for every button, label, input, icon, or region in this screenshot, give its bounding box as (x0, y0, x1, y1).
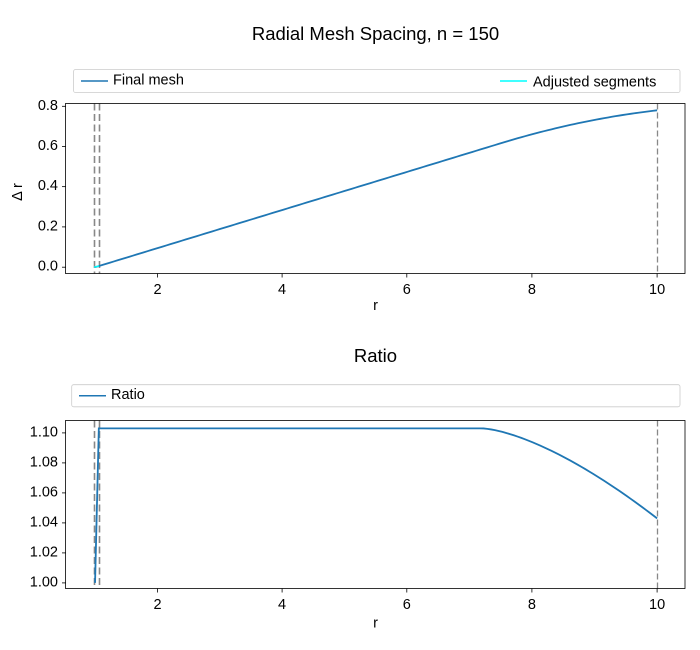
svg-text:2: 2 (153, 597, 161, 613)
svg-text:1.02: 1.02 (30, 544, 58, 560)
svg-text:0.6: 0.6 (38, 138, 58, 154)
svg-text:1.06: 1.06 (30, 484, 58, 500)
svg-text:0.4: 0.4 (38, 178, 58, 194)
svg-text:1.00: 1.00 (30, 574, 58, 590)
svg-text:Radial Mesh Spacing, n = 150: Radial Mesh Spacing, n = 150 (252, 23, 499, 44)
svg-text:10: 10 (649, 282, 665, 298)
svg-text:Final mesh: Final mesh (113, 73, 184, 89)
svg-text:Δ r: Δ r (10, 183, 26, 201)
svg-text:1.10: 1.10 (30, 424, 58, 440)
svg-text:8: 8 (528, 282, 536, 298)
svg-text:8: 8 (528, 597, 536, 613)
svg-text:10: 10 (649, 597, 665, 613)
svg-text:Adjusted segments: Adjusted segments (533, 75, 656, 91)
svg-text:1.08: 1.08 (30, 454, 58, 470)
svg-text:0.8: 0.8 (38, 98, 58, 114)
svg-text:4: 4 (278, 597, 286, 613)
svg-text:r: r (373, 616, 378, 632)
svg-text:r: r (373, 298, 378, 314)
svg-text:4: 4 (278, 282, 286, 298)
svg-text:6: 6 (403, 282, 411, 298)
svg-text:1.04: 1.04 (30, 514, 58, 530)
svg-text:6: 6 (403, 597, 411, 613)
svg-text:Ratio: Ratio (354, 345, 397, 366)
svg-text:0.0: 0.0 (38, 259, 58, 275)
svg-text:Ratio: Ratio (111, 387, 145, 403)
svg-text:0.2: 0.2 (38, 218, 58, 234)
svg-text:2: 2 (153, 282, 161, 298)
